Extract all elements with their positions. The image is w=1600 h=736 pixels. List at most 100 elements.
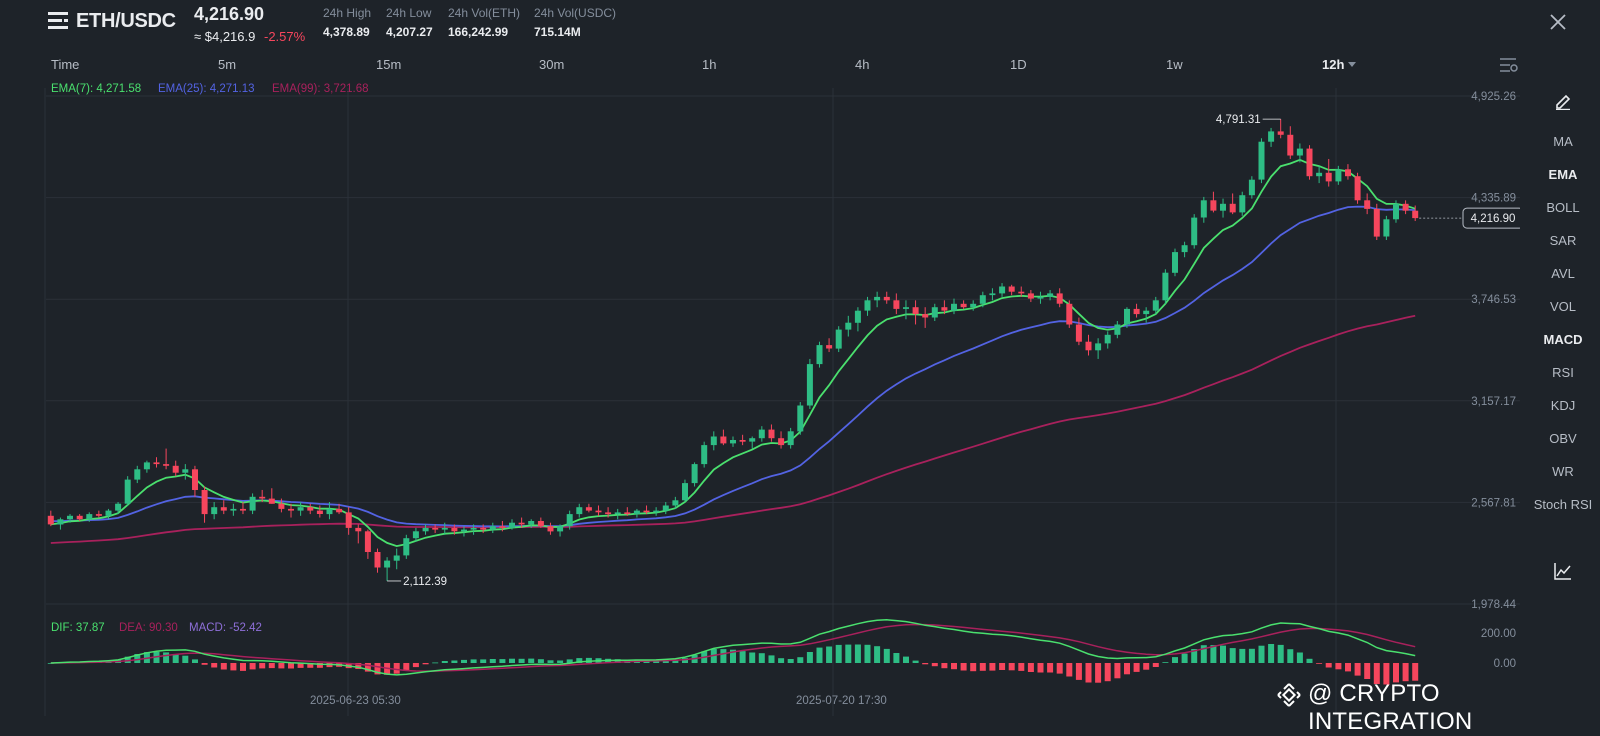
- macd-histogram-bar: [730, 649, 736, 663]
- candle-body: [1210, 200, 1217, 211]
- interval-time[interactable]: Time: [51, 57, 80, 72]
- interval-15m[interactable]: 15m: [376, 57, 402, 72]
- indicator-sar[interactable]: SAR: [1549, 233, 1577, 248]
- candle-body: [605, 512, 612, 515]
- interval-1h[interactable]: 1h: [702, 57, 717, 72]
- indicator-obv[interactable]: OBV: [1549, 431, 1577, 446]
- indicator-ma[interactable]: MA: [1553, 134, 1573, 149]
- macd-histogram-bar: [1296, 652, 1303, 663]
- indicator-wr[interactable]: WR: [1552, 464, 1574, 479]
- macd-histogram-bar: [1325, 663, 1332, 668]
- menu-icon[interactable]: [48, 12, 68, 30]
- indicator-kdj[interactable]: KDJ: [1550, 398, 1576, 413]
- macd-histogram-bar: [922, 663, 929, 665]
- candle-body: [211, 507, 218, 515]
- last-price: 4,216.90: [194, 4, 265, 24]
- macd-histogram-bar: [364, 663, 371, 672]
- macd-histogram-bar: [1047, 663, 1054, 673]
- stat-24h-low: 24h Low 4,207.27: [386, 6, 433, 39]
- macd-histogram-bar: [470, 659, 477, 663]
- macd-histogram-bar: [1191, 649, 1198, 663]
- macd-histogram-bar: [1220, 645, 1226, 663]
- indicator-ema[interactable]: EMA: [1548, 167, 1578, 182]
- candle-body: [730, 440, 736, 444]
- high-price-label: 4,791.31: [1216, 114, 1261, 126]
- candle-body: [134, 469, 141, 480]
- macd-histogram-bar: [412, 663, 419, 668]
- current-price-box: [1462, 207, 1520, 229]
- candle-body: [874, 296, 881, 301]
- candle-body: [67, 515, 73, 520]
- candle-body: [1345, 169, 1351, 177]
- indicator-stoch-rsi[interactable]: Stoch RSI: [1533, 497, 1593, 512]
- indicator-avl[interactable]: AVL: [1551, 266, 1575, 281]
- time-tick-label: 2025-07-20 17:30: [796, 695, 887, 707]
- stat-24h-vol-eth: 24h Vol(ETH) 166,242.99: [448, 6, 520, 39]
- indicator-boll[interactable]: BOLL: [1546, 200, 1580, 215]
- price-tick-label: 1,978.44: [1471, 599, 1516, 611]
- interval-5m[interactable]: 5m: [218, 57, 237, 72]
- macd-histogram-bar: [461, 659, 467, 663]
- interval-1d[interactable]: 1D: [1010, 57, 1027, 72]
- macd-histogram-bar: [537, 659, 544, 663]
- candle-body: [883, 296, 890, 301]
- macd-histogram-bar: [1335, 663, 1342, 670]
- candle-body: [912, 307, 919, 315]
- stat-label: 24h Low: [386, 6, 432, 20]
- trading-pair[interactable]: ETH/USDC: [76, 10, 176, 32]
- macd-histogram-bar: [172, 654, 179, 663]
- candle-body: [701, 445, 708, 465]
- stat-value: 715.14M: [534, 25, 581, 39]
- macd-histogram-bar: [1393, 663, 1399, 683]
- candle-body: [566, 514, 573, 527]
- macd-histogram-bar: [672, 660, 679, 663]
- candle-body: [835, 329, 842, 349]
- candle-body: [1047, 293, 1054, 297]
- indicator-macd[interactable]: MACD: [1543, 332, 1583, 347]
- macd-histogram-bar: [499, 659, 506, 663]
- macd-tick-label: 0.00: [1494, 658, 1516, 670]
- candle-body: [1181, 245, 1188, 253]
- macd-histogram-bar: [134, 654, 141, 663]
- macd-histogram-bar: [307, 663, 314, 668]
- macd-histogram-bar: [1239, 648, 1246, 663]
- macd-histogram-bar: [547, 660, 554, 663]
- candle-body: [528, 521, 535, 525]
- macd-histogram-bar: [1027, 663, 1034, 672]
- candle-body: [76, 515, 83, 520]
- close-icon[interactable]: [1550, 14, 1566, 30]
- candle-body: [57, 519, 64, 525]
- candle-body: [1239, 195, 1246, 213]
- candle-body: [1220, 203, 1226, 211]
- interval-4h[interactable]: 4h: [855, 57, 870, 72]
- candle-body: [585, 507, 592, 511]
- price-tick-label: 3,157.17: [1471, 396, 1516, 408]
- candlestick-chart[interactable]: 200.00 0.00 2025-06-23 05:30 2025-07-20 17:…: [0, 76, 1520, 720]
- price-tick-label: 4,335.89: [1471, 193, 1516, 205]
- candle-body: [653, 510, 660, 513]
- candle-body: [595, 510, 602, 513]
- macd-histogram-bar: [1229, 648, 1236, 663]
- macd-histogram-bar: [192, 659, 198, 663]
- interval-12h[interactable]: 12h: [1322, 57, 1357, 72]
- stat-24h-vol-usdc: 24h Vol(USDC) 715.14M: [534, 6, 616, 39]
- pencil-icon[interactable]: [1554, 92, 1572, 110]
- macd-histogram-bar: [1075, 663, 1082, 680]
- candle-body: [153, 462, 160, 465]
- line-chart-icon[interactable]: [1554, 562, 1572, 580]
- chart-settings-icon[interactable]: [1500, 57, 1518, 73]
- candle-body: [547, 526, 554, 532]
- macd-histogram-bar: [124, 656, 131, 663]
- interval-30m[interactable]: 30m: [539, 57, 565, 72]
- stat-value: 4,207.27: [386, 25, 433, 39]
- candle-body: [1066, 303, 1073, 325]
- macd-histogram-bar: [1345, 663, 1351, 672]
- macd-histogram-bar: [1133, 663, 1140, 672]
- indicator-vol[interactable]: VOL: [1549, 299, 1576, 314]
- macd-histogram-bar: [1277, 644, 1284, 663]
- candle-body: [1133, 308, 1140, 315]
- candle-body: [403, 538, 410, 556]
- candle-body: [499, 526, 506, 528]
- interval-1w[interactable]: 1w: [1166, 57, 1183, 72]
- indicator-rsi[interactable]: RSI: [1552, 365, 1574, 380]
